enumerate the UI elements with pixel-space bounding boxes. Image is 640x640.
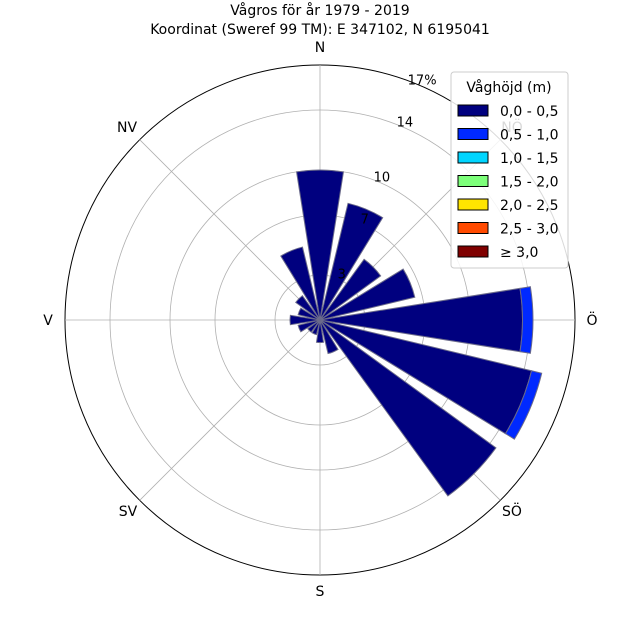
rose-bar-segment	[319, 319, 339, 355]
legend-title: Våghöjd (m)	[466, 79, 551, 96]
ring-label: 14	[397, 115, 414, 130]
legend-label: 2,5 - 3,0	[500, 222, 558, 238]
rose-bar-segment	[295, 295, 321, 321]
dir-label-s: S	[316, 584, 325, 600]
dir-label-nv: NV	[117, 120, 137, 136]
legend-swatch	[457, 151, 489, 164]
grid-spoke	[139, 139, 321, 321]
legend-swatch	[457, 222, 489, 234]
legend-label: 0,5 - 1,0	[500, 128, 558, 144]
legend-label: 0,0 - 0,5	[500, 104, 558, 120]
rose-bar-segment	[319, 202, 384, 321]
grid-spoke	[139, 319, 321, 501]
legend-swatch	[457, 104, 489, 117]
legend: Våghöjd (m) 0,0 - 0,5 0,5 - 1,0 1,0 - 1,5 1…	[450, 71, 569, 269]
rose-bar-segment	[295, 169, 345, 321]
legend-swatch	[457, 245, 489, 258]
legend-swatch	[457, 128, 489, 140]
legend-label: 1,0 - 1,5	[500, 151, 558, 167]
legend-label: ≥ 3,0	[500, 245, 538, 261]
rose-bars	[280, 169, 543, 497]
dir-label-n: N	[315, 40, 325, 56]
rose-bar-segment	[311, 319, 321, 336]
dir-label-o: Ö	[586, 311, 597, 329]
chart-title-line-1: Vågros för år 1979 - 2019	[230, 2, 409, 19]
rose-bar-segment	[280, 246, 321, 321]
rose-bar-segment	[319, 319, 497, 497]
rose-bar-segment	[307, 319, 321, 333]
legend-swatch	[457, 175, 489, 187]
rose-bar-segment	[319, 258, 382, 321]
rose-bar-segment	[504, 370, 543, 440]
rose-bar-segment	[315, 319, 325, 343]
dir-label-v: V	[43, 313, 53, 329]
legend-swatch	[457, 198, 489, 211]
rose-bar-segment	[319, 268, 416, 321]
rose-bar-segment	[297, 319, 321, 333]
legend-label: 1,5 - 2,0	[500, 175, 558, 191]
ring-label: 10	[374, 171, 391, 186]
legend-entries: 0,0 - 0,5 0,5 - 1,0 1,0 - 1,5 1,5 - 2,0 2,0 …	[457, 104, 558, 261]
rose-bar-segment	[519, 286, 534, 354]
rose-bar-segment	[297, 307, 321, 321]
chart-title-line-2: Koordinat (Sweref 99 TM): E 347102, N 61…	[150, 22, 490, 38]
ring-label: 17%	[408, 74, 437, 89]
rose-bar-segment	[289, 314, 321, 326]
dir-label-so: SÖ	[502, 502, 522, 520]
dir-label-sv: SV	[119, 504, 138, 520]
legend-label: 2,0 - 2,5	[500, 198, 558, 214]
legend-frame	[450, 71, 569, 269]
ring-label: 7	[361, 212, 369, 227]
ring-label: 3	[338, 268, 346, 283]
ring-labels: 3 7 10 14 17%	[338, 74, 437, 283]
